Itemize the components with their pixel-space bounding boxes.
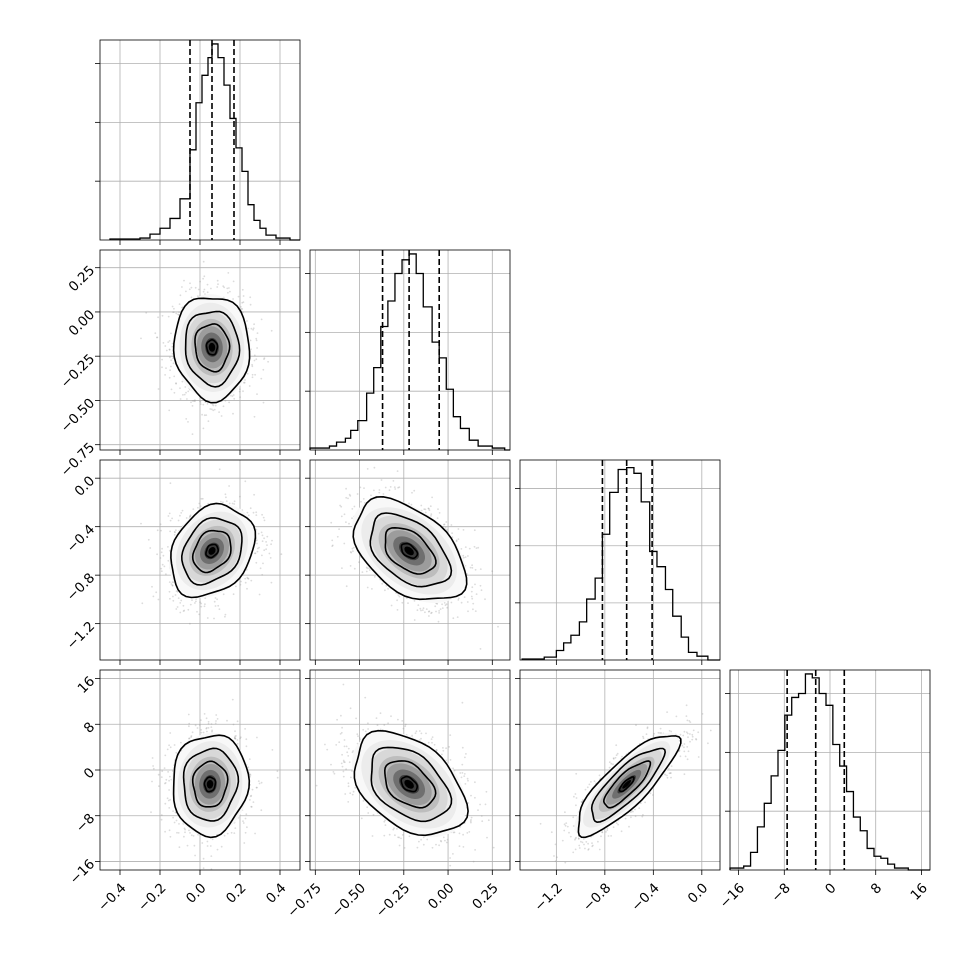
contour-line bbox=[369, 512, 453, 588]
tick-label-x: 0 bbox=[822, 880, 839, 897]
histogram-frame bbox=[519, 459, 721, 661]
tick-label-x: −0.50 bbox=[328, 880, 369, 921]
scatter-frame bbox=[309, 459, 511, 661]
tick-label-y: 0.25 bbox=[66, 263, 99, 296]
contour-line bbox=[352, 495, 468, 601]
tick-label-x: −0.25 bbox=[373, 880, 414, 921]
contour-line bbox=[618, 776, 635, 793]
tick-label-x: 0.00 bbox=[425, 880, 458, 913]
tick-label-y: 0.00 bbox=[66, 307, 99, 340]
contour-line bbox=[602, 760, 652, 809]
tick-label-x: −0.8 bbox=[580, 880, 614, 914]
tick-label-x: −1.2 bbox=[531, 880, 565, 914]
tick-label-x: −0.4 bbox=[95, 880, 129, 914]
panel-content bbox=[140, 260, 273, 435]
density-shade bbox=[404, 546, 414, 556]
contour-line bbox=[205, 543, 219, 559]
contour-line bbox=[353, 729, 469, 837]
scatter-panel bbox=[95, 459, 301, 665]
scatter-panel bbox=[515, 669, 721, 875]
histogram-panel bbox=[725, 669, 931, 875]
contour-line bbox=[384, 526, 437, 575]
tick-label-x: 0.0 bbox=[183, 880, 210, 907]
scatter-panel bbox=[305, 669, 511, 875]
contour-line bbox=[172, 297, 251, 404]
histogram-line bbox=[521, 466, 720, 661]
contour-line bbox=[184, 310, 241, 388]
scatter-frame bbox=[99, 459, 301, 661]
contour-line bbox=[205, 338, 219, 356]
contour-line bbox=[180, 517, 243, 586]
tick-label-x: 0.4 bbox=[263, 880, 290, 907]
tick-label-y: −1.2 bbox=[64, 618, 98, 652]
histogram-line bbox=[729, 673, 930, 871]
tick-label-x: 8 bbox=[868, 880, 885, 897]
tick-label-y: 0.0 bbox=[72, 473, 99, 500]
panel-content bbox=[315, 683, 495, 867]
histogram-panel bbox=[515, 459, 721, 665]
contour-line bbox=[194, 323, 231, 373]
tick-label-x: 16 bbox=[907, 880, 930, 903]
tick-label-x: 0.2 bbox=[223, 880, 250, 907]
scatter-panel bbox=[305, 459, 511, 665]
density-shade bbox=[208, 546, 216, 555]
scatter-frame bbox=[99, 249, 301, 451]
tick-label-x: 0.25 bbox=[469, 880, 502, 913]
histogram-panel bbox=[95, 39, 301, 245]
tick-label-x: −0.2 bbox=[135, 880, 169, 914]
contour-line bbox=[383, 760, 437, 809]
contour-line bbox=[400, 542, 419, 559]
contour-line bbox=[577, 735, 682, 839]
tick-label-y: 16 bbox=[75, 673, 98, 696]
tick-label-x: −0.75 bbox=[284, 880, 325, 921]
density-shade bbox=[206, 779, 214, 789]
tick-label-y: −0.4 bbox=[64, 522, 98, 556]
scatter-panel bbox=[95, 249, 301, 455]
tick-label-x: −16 bbox=[717, 880, 748, 911]
tick-label-y: −0.8 bbox=[64, 570, 98, 604]
tick-label-y: −0.75 bbox=[58, 440, 99, 481]
tick-label-y: 0 bbox=[81, 765, 98, 782]
density-shade bbox=[622, 779, 632, 789]
tick-label-y: −0.50 bbox=[58, 395, 99, 436]
panel-content bbox=[539, 704, 712, 864]
density-shade bbox=[404, 779, 414, 789]
tick-label-x: 0.0 bbox=[685, 880, 712, 907]
contour-line bbox=[590, 747, 667, 824]
scatter-panel bbox=[95, 669, 301, 875]
panel-content bbox=[140, 468, 283, 625]
scatter-frame bbox=[519, 669, 721, 871]
contour-line bbox=[172, 734, 251, 839]
contour-line bbox=[182, 747, 240, 822]
tick-label-y: −8 bbox=[73, 811, 98, 836]
density-shade bbox=[208, 342, 216, 352]
tick-label-x: −8 bbox=[768, 880, 793, 905]
tick-label-x: −0.4 bbox=[628, 880, 662, 914]
histogram-line bbox=[109, 43, 300, 241]
contour-line bbox=[191, 760, 229, 808]
contour-line bbox=[400, 775, 418, 793]
tick-label-y: 8 bbox=[81, 719, 98, 736]
histogram-panel bbox=[305, 249, 511, 455]
histogram-frame bbox=[729, 669, 931, 871]
panel-content bbox=[330, 466, 499, 650]
histogram-line bbox=[309, 253, 510, 451]
histogram-frame bbox=[309, 249, 511, 451]
histogram-frame bbox=[99, 39, 301, 241]
panel-content bbox=[150, 698, 279, 870]
contour-line bbox=[203, 776, 217, 793]
contour-line bbox=[170, 502, 257, 599]
contour-line bbox=[191, 529, 232, 574]
tick-label-y: −16 bbox=[67, 856, 98, 887]
scatter-frame bbox=[99, 669, 301, 871]
contour-line bbox=[370, 746, 453, 823]
scatter-frame bbox=[309, 669, 511, 871]
tick-label-y: −0.25 bbox=[58, 351, 99, 392]
